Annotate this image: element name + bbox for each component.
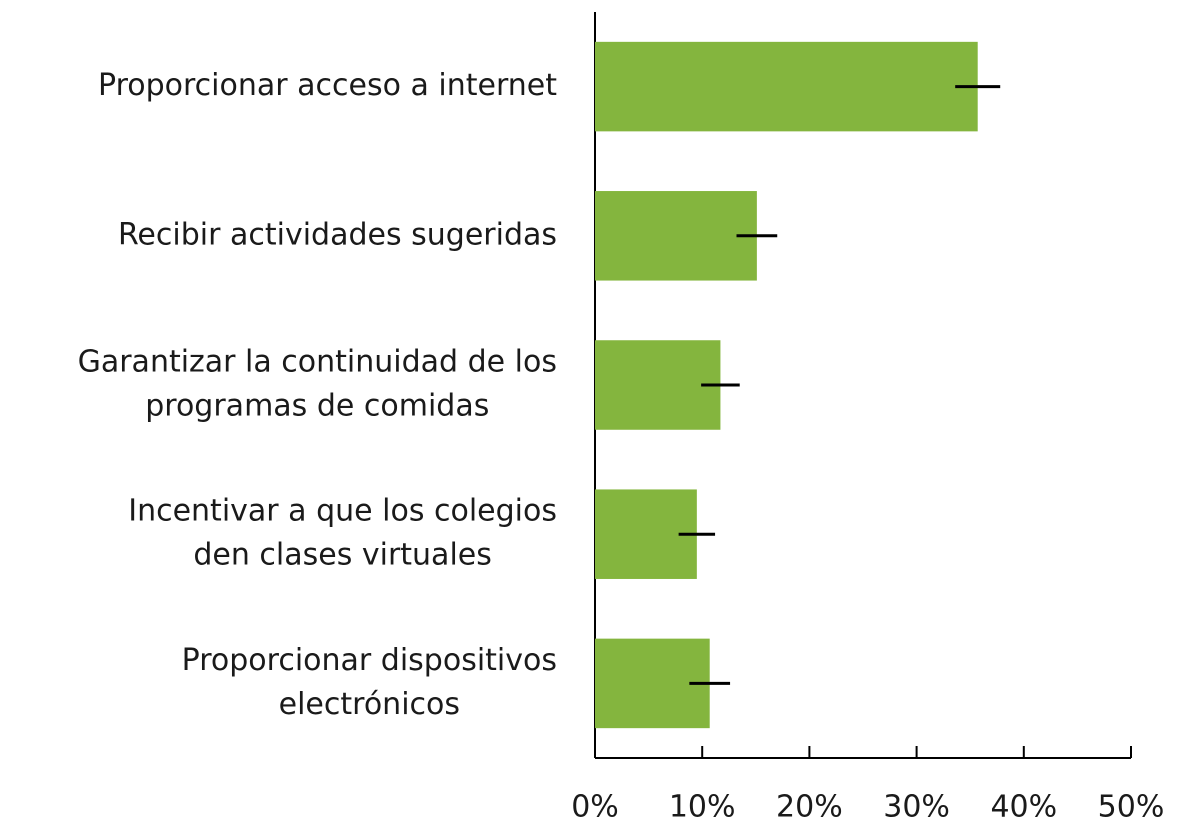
category-label: den clases virtuales: [193, 538, 492, 573]
category-label: electrónicos: [279, 687, 460, 722]
x-tick-label: 20%: [776, 790, 843, 825]
category-label: Garantizar la continuidad de los: [78, 345, 557, 380]
bar: [595, 41, 978, 132]
x-tick-label: 30%: [883, 790, 950, 825]
x-tick-label: 50%: [1098, 790, 1165, 825]
category-label: programas de comidas: [145, 389, 489, 424]
x-tick-label: 0%: [571, 790, 619, 825]
bar: [595, 191, 757, 281]
x-tick-label: 10%: [669, 790, 736, 825]
category-label: Recibir actividades sugeridas: [118, 217, 557, 252]
category-label: Proporcionar acceso a internet: [98, 68, 557, 103]
category-label: Incentivar a que los colegios: [128, 494, 557, 529]
x-tick-label: 40%: [990, 790, 1057, 825]
category-label: Proporcionar dispositivos: [182, 643, 557, 678]
bar: [595, 340, 721, 430]
